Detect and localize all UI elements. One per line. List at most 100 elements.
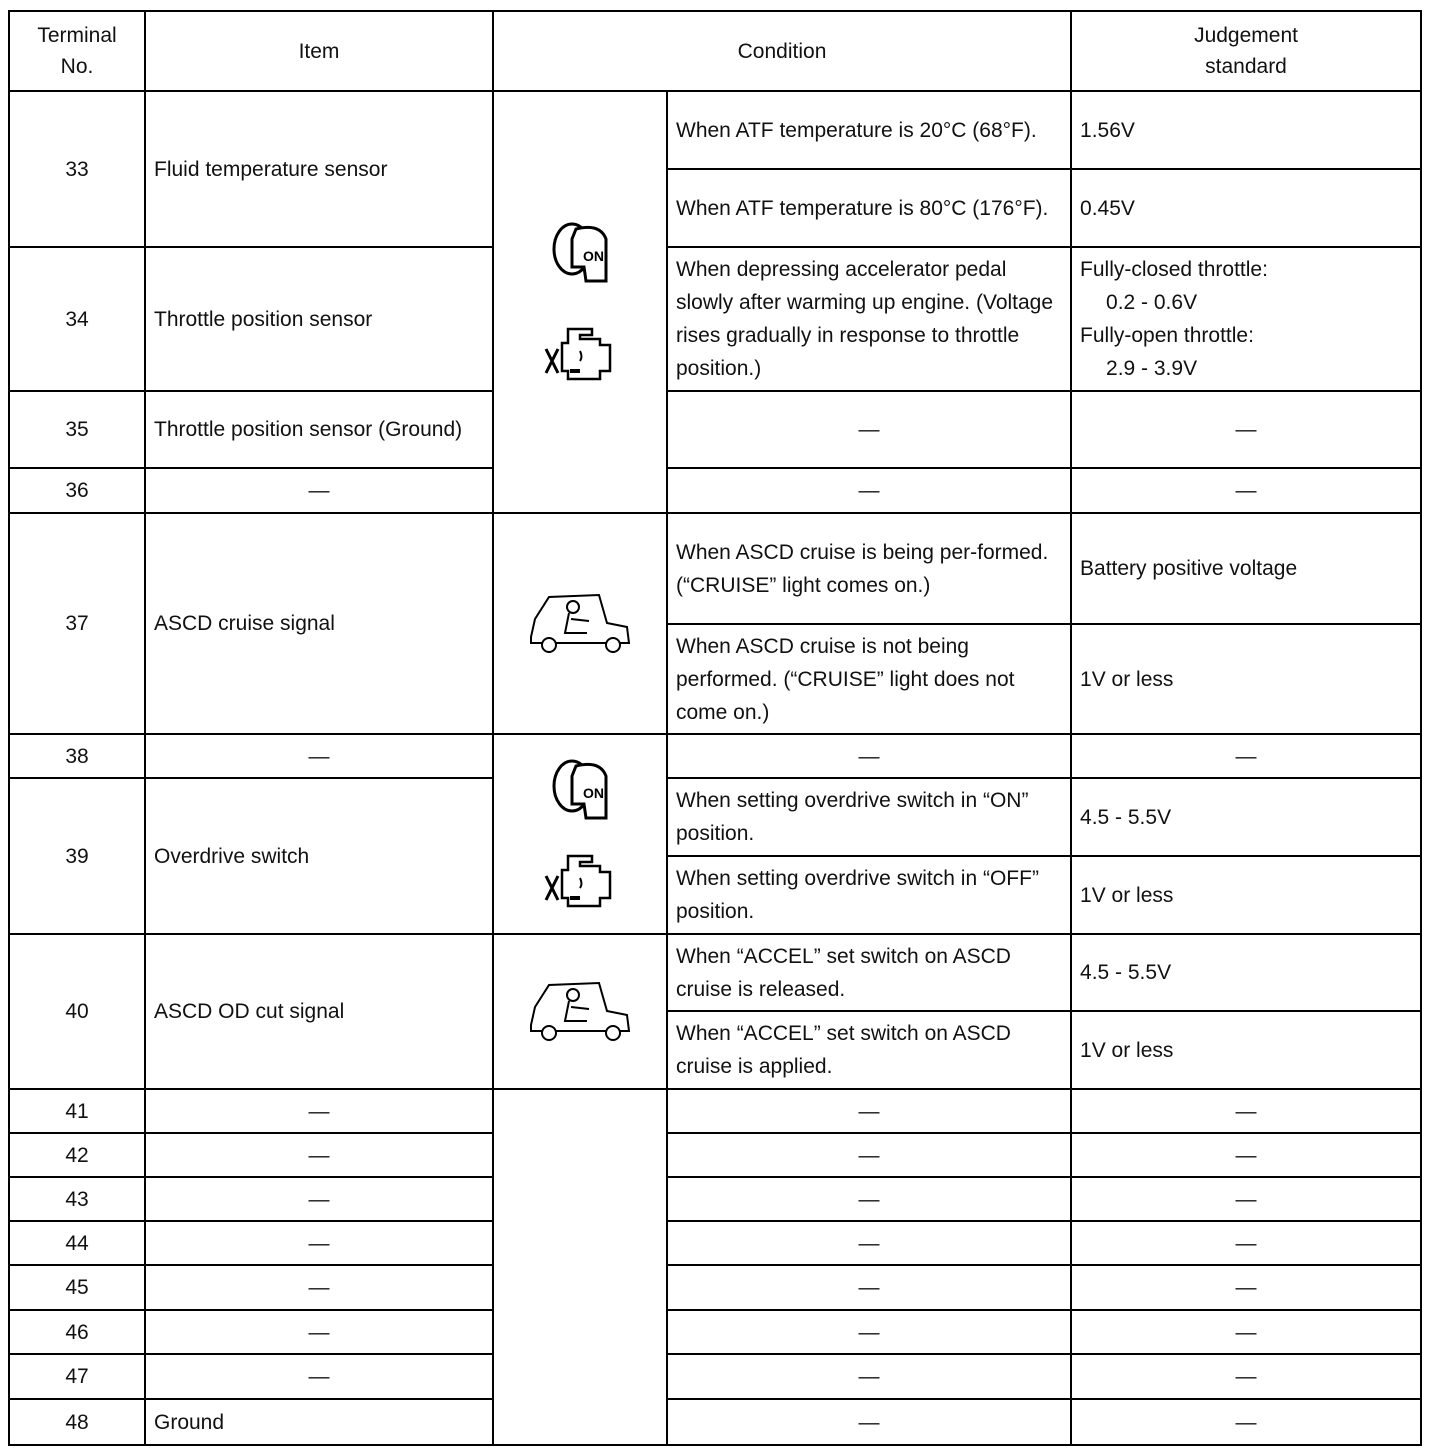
header-judgement: Judgement standard [1070, 10, 1423, 92]
terminal-no: 46 [8, 1309, 146, 1355]
table-row: 38 — ON — — [8, 733, 1423, 935]
judgement: — [1070, 1264, 1423, 1311]
header-condition: Condition [491, 10, 1073, 92]
judgement: 1V or less [1070, 855, 1423, 935]
terminal-no: 45 [8, 1264, 146, 1311]
terminal-no: 39 [8, 777, 146, 935]
item: — [144, 1220, 494, 1266]
terminal-no: 40 [8, 933, 146, 1090]
item: — [144, 1176, 494, 1222]
table-row: When “ACCEL” set switch on ASCD cruise i… [9, 1010, 1423, 1090]
condition: When depressing accelerator pedal slowly… [665, 246, 1073, 392]
item: — [144, 1309, 494, 1355]
judgement: — [1070, 1176, 1423, 1222]
table-row: 46 — — — [8, 1309, 1423, 1355]
item: ASCD cruise signal [144, 512, 494, 735]
table-row: 41 — — — [8, 1088, 1423, 1446]
table-row: 48 Ground — — [8, 1398, 1423, 1446]
condition: When “ACCEL” set switch on ASCD cruise i… [665, 1010, 1073, 1090]
judgement: — [1070, 1220, 1423, 1266]
terminal-no: 36 [8, 467, 146, 514]
table-row: 40 ASCD OD cut signal When “ACCEL” set s… [8, 933, 1423, 1090]
table-row: 35 Throttle position sensor (Ground) — — [8, 390, 1423, 469]
condition: When ATF temperature is 80°C (176°F). [665, 168, 1073, 248]
condition: — [665, 1176, 1073, 1222]
condition: When setting overdrive switch in “OFF” p… [665, 855, 1073, 935]
terminal-no: 38 [8, 733, 146, 779]
table-row: 44 — — — [8, 1220, 1423, 1266]
table-row: 37 ASCD cruise signal When ASCD cruise i… [8, 512, 1423, 735]
judgement: — [1070, 390, 1423, 469]
car-driving-icon [530, 593, 631, 653]
condition: — [665, 733, 1073, 779]
item: Throttle position sensor [144, 246, 494, 392]
condition: When setting overdrive switch in “ON” po… [665, 777, 1073, 857]
judgement: — [1070, 1088, 1423, 1134]
table-row: When setting overdrive switch in “OFF” p… [9, 855, 1423, 935]
item: — [144, 733, 494, 779]
terminal-no: 33 [8, 90, 146, 248]
item: Fluid temperature sensor [144, 90, 494, 248]
terminal-no: 43 [8, 1176, 146, 1222]
terminal-no: 48 [8, 1398, 146, 1446]
table-row: 45 — — — [8, 1264, 1423, 1311]
condition: — [665, 1398, 1073, 1446]
judgement: — [1070, 1309, 1423, 1355]
judgement: — [1070, 1353, 1423, 1400]
icon-cell [492, 933, 668, 1090]
judgement-line: 2.9 - 3.9V [1106, 357, 1198, 380]
item: — [144, 1132, 494, 1178]
condition: — [665, 1353, 1073, 1400]
judgement: — [1070, 733, 1423, 779]
judgement: 4.5 - 5.5V [1070, 933, 1423, 1012]
terminal-no: 44 [8, 1220, 146, 1266]
svg-text:ON: ON [583, 785, 604, 801]
judgement: 1.56V [1070, 90, 1423, 170]
judgement: 0.45V [1070, 168, 1423, 248]
condition: — [665, 1220, 1073, 1266]
terminal-no: 34 [8, 246, 146, 392]
judgement: — [1070, 467, 1423, 514]
item: — [144, 1353, 494, 1400]
judgement-line: Fully-closed throttle: [1080, 258, 1268, 281]
judgement-line: 0.2 - 0.6V [1106, 291, 1198, 314]
table-row: 47 — — — [8, 1353, 1423, 1400]
terminal-table: Terminal No. Item Condition Judgement st… [8, 10, 1423, 1446]
condition: — [665, 1132, 1073, 1178]
judgement: 1V or less [1070, 623, 1423, 735]
table-row: 34 Throttle position sensor When depress… [8, 246, 1423, 392]
terminal-no: 47 [8, 1353, 146, 1400]
judgement: — [1070, 1398, 1423, 1446]
condition: — [665, 390, 1073, 469]
item: Overdrive switch [144, 777, 494, 935]
svg-text:ON: ON [583, 248, 604, 264]
icon-cell: ON [492, 733, 668, 935]
judgement-line: Fully-open throttle: [1080, 324, 1254, 347]
header-item: Item [144, 10, 494, 92]
condition: When “ACCEL” set switch on ASCD cruise i… [665, 933, 1073, 1012]
item: — [144, 1088, 494, 1134]
condition: When ASCD cruise is not being performed.… [665, 623, 1073, 735]
engine-running-icon [544, 854, 612, 908]
ignition-key-on-icon: ON [552, 759, 608, 820]
table-row: 36 — — — [8, 467, 1423, 514]
terminal-no: 37 [8, 512, 146, 735]
judgement: Fully-closed throttle: 0.2 - 0.6V Fully-… [1070, 246, 1423, 392]
item: Ground [144, 1398, 494, 1446]
item: ASCD OD cut signal [144, 933, 494, 1090]
terminal-no: 35 [8, 390, 146, 469]
condition: — [665, 1088, 1073, 1134]
judgement: Battery positive voltage [1070, 512, 1423, 625]
ignition-key-on-icon: ON [552, 222, 608, 283]
table-row: 42 — — — [8, 1132, 1423, 1178]
terminal-no: 41 [8, 1088, 146, 1134]
table-row: 43 — — — [8, 1176, 1423, 1222]
condition: When ATF temperature is 20°C (68°F). [665, 90, 1073, 170]
item: — [144, 467, 494, 514]
table-row: When ASCD cruise is not being performed.… [9, 623, 1423, 735]
condition: — [665, 467, 1073, 514]
table-row: 39 Overdrive switch When setting overdri… [8, 777, 1423, 935]
icon-cell [492, 512, 668, 735]
header-terminal: Terminal No. [8, 10, 146, 92]
judgement: 1V or less [1070, 1010, 1423, 1090]
